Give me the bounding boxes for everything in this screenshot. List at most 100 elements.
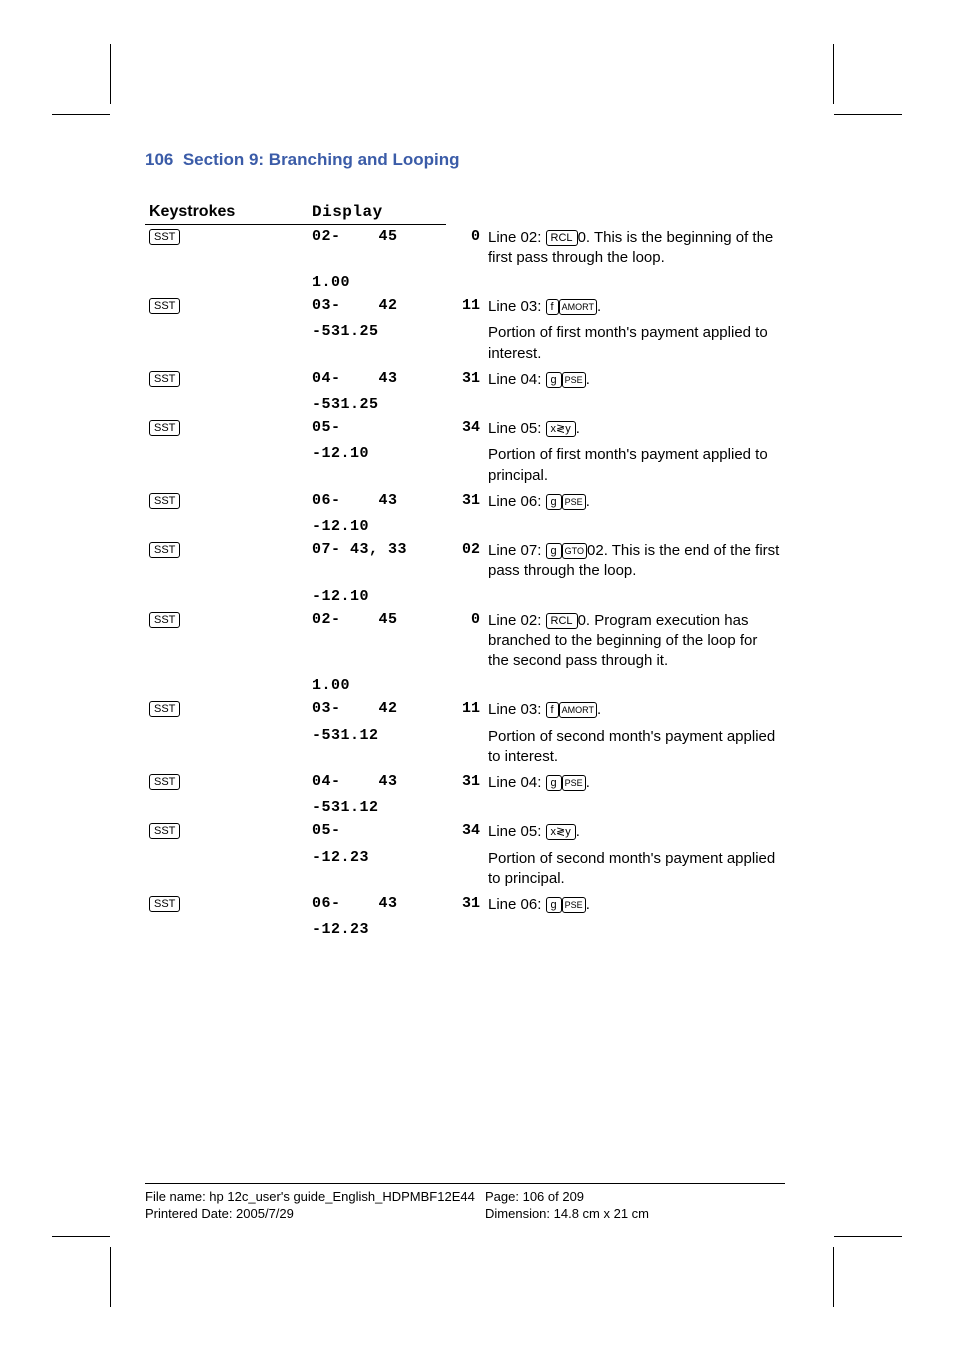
step-cell — [446, 271, 484, 294]
step-cell — [446, 724, 484, 771]
keystroke-cell: SST — [145, 294, 308, 320]
step-cell — [446, 918, 484, 941]
x≷y-key-icon: x≷y — [546, 824, 576, 840]
pse-key-icon: PSE — [562, 494, 586, 510]
keystroke-cell: SST — [145, 770, 308, 796]
keystroke-cell: SST — [145, 489, 308, 515]
display-cell: 06- 43 — [308, 489, 446, 515]
sst-key-icon: SST — [149, 774, 180, 790]
sst-key-icon: SST — [149, 493, 180, 509]
description-cell — [484, 796, 785, 819]
description-cell: Line 05: x≷y. — [484, 416, 785, 442]
description-cell — [484, 674, 785, 697]
display-cell: -12.10 — [308, 442, 446, 489]
sst-key-icon: SST — [149, 823, 180, 839]
footer-print-date: Printered Date: 2005/7/29 — [145, 1205, 485, 1223]
desc-text: . — [597, 298, 601, 315]
display-cell: -531.25 — [308, 393, 446, 416]
description-cell: Portion of second month's payment applie… — [484, 724, 785, 771]
desc-text: Line 04: — [488, 371, 546, 388]
sst-key-icon: SST — [149, 701, 180, 717]
amort-key-icon: AMORT — [559, 702, 597, 718]
display-cell: -531.12 — [308, 724, 446, 771]
desc-text: Portion of first month's payment applied… — [488, 446, 768, 483]
display-cell: 1.00 — [308, 674, 446, 697]
description-cell: Line 06: gPSE. — [484, 892, 785, 918]
display-cell: 02- 45 — [308, 608, 446, 675]
display-cell: 05- — [308, 416, 446, 442]
table-row: -12.10 — [145, 585, 785, 608]
table-row: SST05-34Line 05: x≷y. — [145, 819, 785, 845]
footer-filename: File name: hp 12c_user's guide_English_H… — [145, 1188, 485, 1206]
step-cell: 31 — [446, 489, 484, 515]
description-cell: Line 04: gPSE. — [484, 770, 785, 796]
keystroke-cell: SST — [145, 608, 308, 675]
section-heading: 106 Section 9: Branching and Looping — [145, 150, 785, 170]
g-key-icon: g — [546, 897, 562, 913]
footer-page-info: Page: 106 of 209 — [485, 1188, 584, 1206]
sst-key-icon: SST — [149, 229, 180, 245]
step-cell — [446, 585, 484, 608]
display-cell: 06- 43 — [308, 892, 446, 918]
g-key-icon: g — [546, 494, 562, 510]
desc-text: Line 05: — [488, 420, 546, 437]
keystroke-cell — [145, 674, 308, 697]
display-cell: -12.10 — [308, 585, 446, 608]
pse-key-icon: PSE — [562, 372, 586, 388]
table-row: -12.23 — [145, 918, 785, 941]
section-title-text: Section 9: Branching and Looping — [183, 150, 460, 169]
display-cell: 02- 45 — [308, 225, 446, 272]
step-cell — [446, 442, 484, 489]
step-cell — [446, 674, 484, 697]
description-cell: Line 03: fAMORT. — [484, 294, 785, 320]
keystroke-cell: SST — [145, 416, 308, 442]
table-row: SST03- 4211Line 03: fAMORT. — [145, 697, 785, 723]
table-row: -12.10 — [145, 515, 785, 538]
keystroke-cell — [145, 585, 308, 608]
display-cell: -12.10 — [308, 515, 446, 538]
sst-key-icon: SST — [149, 298, 180, 314]
sst-key-icon: SST — [149, 542, 180, 558]
keystroke-cell: SST — [145, 538, 308, 585]
table-row: SST 06- 4331Line 06: gPSE. — [145, 489, 785, 515]
keystroke-cell: SST — [145, 697, 308, 723]
description-cell — [484, 271, 785, 294]
header-display: Display — [308, 200, 446, 225]
table-row: SST03- 4211Line 03: fAMORT. — [145, 294, 785, 320]
table-row: SST05-34Line 05: x≷y. — [145, 416, 785, 442]
display-cell: 03- 42 — [308, 697, 446, 723]
desc-text: Line 03: — [488, 701, 546, 718]
table-row: 1.00 — [145, 674, 785, 697]
display-cell: -531.25 — [308, 320, 446, 367]
table-row: -12.10 Portion of first month's payment a… — [145, 442, 785, 489]
description-cell: Line 02: RCL0. Program execution has bra… — [484, 608, 785, 675]
pse-key-icon: PSE — [562, 775, 586, 791]
desc-text: . — [586, 493, 590, 510]
table-row: -12.23Portion of second month's payment … — [145, 846, 785, 893]
keystroke-cell — [145, 918, 308, 941]
x≷y-key-icon: x≷y — [546, 421, 576, 437]
table-row: -531.12 Portion of second month's payment… — [145, 724, 785, 771]
keystroke-cell: SST — [145, 225, 308, 272]
sst-key-icon: SST — [149, 896, 180, 912]
desc-text: Portion of second month's payment applie… — [488, 850, 775, 887]
description-cell: Portion of first month's payment applied… — [484, 442, 785, 489]
desc-text: . — [597, 701, 601, 718]
desc-text: Line 05: — [488, 823, 546, 840]
desc-text: Line 06: — [488, 493, 546, 510]
description-cell: Line 02: RCL0. This is the beginning of … — [484, 225, 785, 272]
step-cell: 11 — [446, 294, 484, 320]
amort-key-icon: AMORT — [559, 299, 597, 315]
g-key-icon: g — [546, 372, 562, 388]
g-key-icon: g — [546, 543, 562, 559]
keystroke-cell — [145, 846, 308, 893]
page-footer: File name: hp 12c_user's guide_English_H… — [145, 1183, 785, 1223]
step-cell: 34 — [446, 819, 484, 845]
desc-text: . — [576, 420, 580, 437]
keystroke-cell — [145, 271, 308, 294]
step-cell — [446, 393, 484, 416]
g-key-icon: g — [546, 775, 562, 791]
sst-key-icon: SST — [149, 420, 180, 436]
description-cell: Line 04: gPSE. — [484, 367, 785, 393]
sst-key-icon: SST — [149, 371, 180, 387]
